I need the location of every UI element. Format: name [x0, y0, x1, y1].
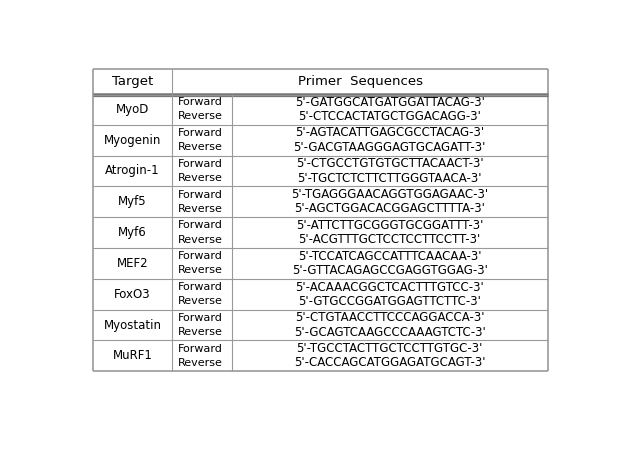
Text: Myf6: Myf6 — [118, 226, 147, 239]
Text: Forward: Forward — [178, 313, 223, 323]
Text: Reverse: Reverse — [178, 358, 223, 368]
Text: Myostatin: Myostatin — [104, 318, 161, 332]
Text: Reverse: Reverse — [178, 142, 223, 152]
Text: 5'-GTGCCGGATGGAGTTCTTC-3': 5'-GTGCCGGATGGAGTTCTTC-3' — [298, 295, 481, 308]
Text: FoxO3: FoxO3 — [114, 288, 151, 301]
Text: Atrogin-1: Atrogin-1 — [105, 164, 160, 177]
Text: 5'-AGTACATTGAGCGCCTACAG-3': 5'-AGTACATTGAGCGCCTACAG-3' — [295, 126, 484, 140]
Text: Reverse: Reverse — [178, 296, 223, 306]
Text: 5'-GTTACAGAGCCGAGGTGGAG-3': 5'-GTTACAGAGCCGAGGTGGAG-3' — [292, 264, 488, 277]
Text: 5'-TGCTCTCTTCTTGGGTAACA-3': 5'-TGCTCTCTTCTTGGGTAACA-3' — [298, 172, 482, 185]
Text: Forward: Forward — [178, 97, 223, 107]
Text: 5'-CTCCACTATGCTGGACAGG-3': 5'-CTCCACTATGCTGGACAGG-3' — [298, 110, 481, 123]
Text: Reverse: Reverse — [178, 266, 223, 275]
Text: 5'-GATGGCATGATGGATTACAG-3': 5'-GATGGCATGATGGATTACAG-3' — [295, 96, 484, 109]
Text: 5'-CACCAGCATGGAGATGCAGT-3': 5'-CACCAGCATGGAGATGCAGT-3' — [294, 356, 486, 369]
Text: MuRF1: MuRF1 — [112, 349, 152, 362]
Text: Forward: Forward — [178, 251, 223, 261]
Text: Reverse: Reverse — [178, 235, 223, 245]
Text: Reverse: Reverse — [178, 173, 223, 183]
Text: Forward: Forward — [178, 190, 223, 200]
Text: Target: Target — [112, 75, 153, 88]
Text: 5'-ACGTTTGCTCCTCCTTCCTT-3': 5'-ACGTTTGCTCCTCCTTCCTT-3' — [299, 233, 481, 246]
Text: 5'-ACAAACGGCTCACTTTGTCC-3': 5'-ACAAACGGCTCACTTTGTCC-3' — [296, 281, 484, 293]
Text: 5'-CTGTAACCTTCCCAGGACCA-3': 5'-CTGTAACCTTCCCAGGACCA-3' — [295, 312, 484, 324]
Text: Forward: Forward — [178, 221, 223, 231]
Text: Primer  Sequences: Primer Sequences — [298, 75, 423, 88]
Text: 5'-TGCCTACTTGCTCCTTGTGC-3': 5'-TGCCTACTTGCTCCTTGTGC-3' — [296, 342, 483, 355]
Text: Forward: Forward — [178, 282, 223, 292]
Text: 5'-ATTCTTGCGGGTGCGGATTT-3': 5'-ATTCTTGCGGGTGCGGATTT-3' — [296, 219, 483, 232]
Text: Reverse: Reverse — [178, 204, 223, 214]
Text: MEF2: MEF2 — [117, 257, 148, 270]
Text: 5'-CTGCCTGTGTGCTTACAACT-3': 5'-CTGCCTGTGTGCTTACAACT-3' — [296, 157, 484, 170]
Text: Forward: Forward — [178, 159, 223, 169]
Text: Forward: Forward — [178, 128, 223, 138]
Text: 5'-AGCTGGACACGGAGCTTTTA-3': 5'-AGCTGGACACGGAGCTTTTA-3' — [294, 202, 485, 215]
Text: 5'-GCAGTCAAGCCCAAAGTCTC-3': 5'-GCAGTCAAGCCCAAAGTCTC-3' — [294, 326, 486, 339]
Text: 5'-TGAGGGAACAGGTGGAGAAC-3': 5'-TGAGGGAACAGGTGGAGAAC-3' — [291, 188, 488, 201]
Text: 5'-TCCATCAGCCATTTCAACAA-3': 5'-TCCATCAGCCATTTCAACAA-3' — [298, 250, 481, 263]
Text: Reverse: Reverse — [178, 111, 223, 121]
Text: Myf5: Myf5 — [118, 195, 147, 208]
Text: Reverse: Reverse — [178, 327, 223, 337]
Text: Myogenin: Myogenin — [104, 134, 161, 147]
Text: Forward: Forward — [178, 344, 223, 354]
Text: 5'-GACGTAAGGGAGTGCAGATT-3': 5'-GACGTAAGGGAGTGCAGATT-3' — [294, 141, 486, 154]
Text: MyoD: MyoD — [116, 103, 149, 116]
